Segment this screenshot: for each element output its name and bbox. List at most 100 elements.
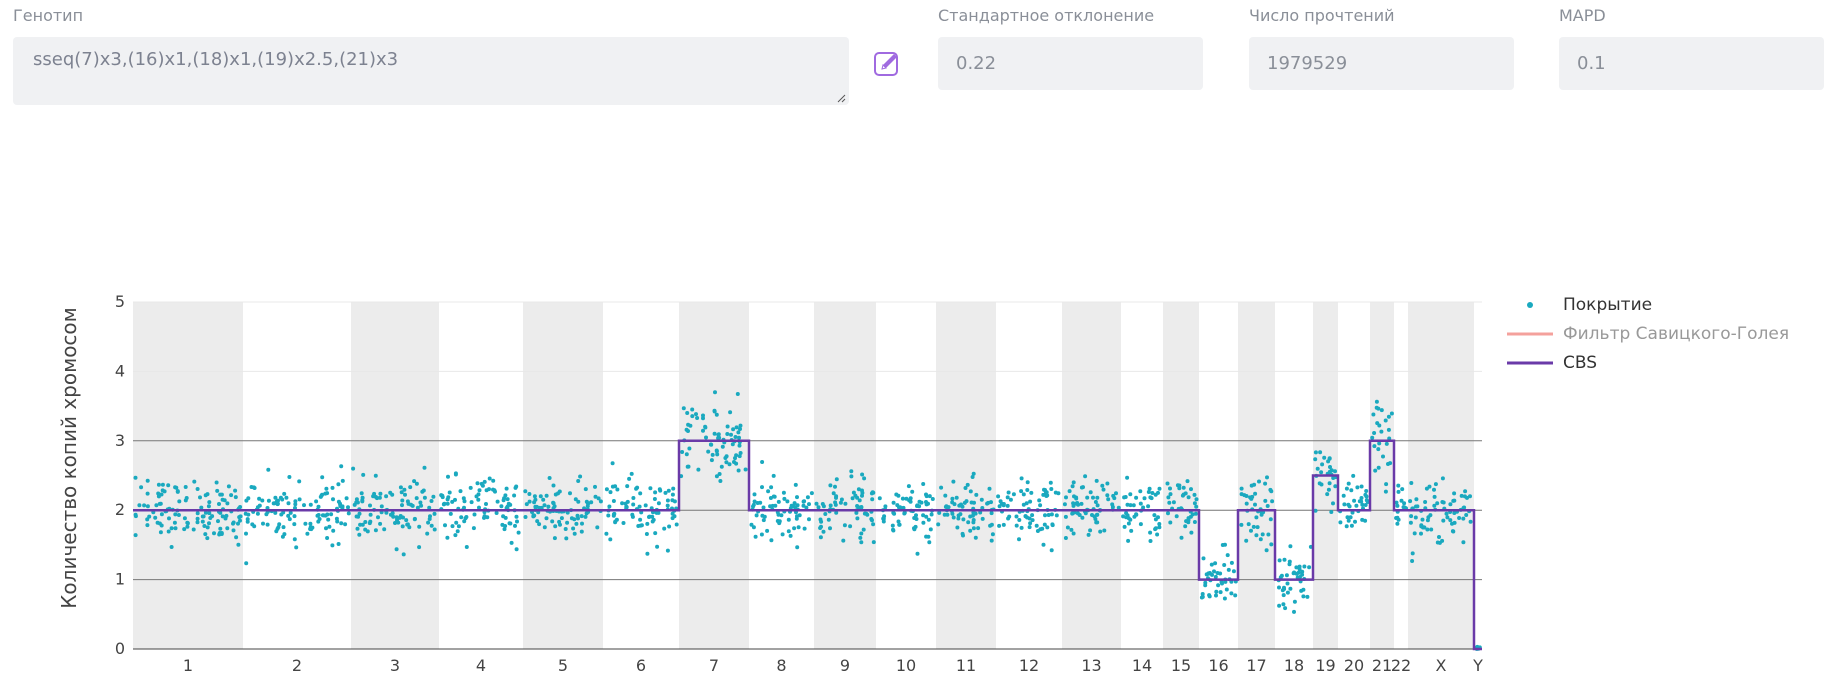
- coverage-point: [1049, 512, 1054, 517]
- coverage-point: [558, 522, 562, 527]
- coverage-point: [447, 490, 452, 495]
- coverage-point: [1046, 513, 1051, 517]
- chromosome-band: [523, 302, 603, 649]
- coverage-point: [323, 491, 328, 496]
- coverage-point: [1225, 553, 1230, 558]
- legend-item-coverage[interactable]: Покрытие: [1505, 290, 1789, 319]
- coverage-point: [371, 494, 376, 499]
- coverage-point: [1413, 515, 1418, 520]
- coverage-point: [293, 502, 298, 507]
- x-tick-label: 14: [1132, 656, 1152, 675]
- coverage-point: [327, 524, 332, 529]
- coverage-point: [686, 464, 691, 469]
- coverage-point: [988, 523, 993, 528]
- coverage-point: [1128, 492, 1133, 497]
- coverage-point: [919, 500, 924, 505]
- coverage-point: [1412, 531, 1417, 536]
- coverage-point: [870, 497, 875, 502]
- coverage-point: [427, 517, 432, 521]
- coverage-point: [1344, 486, 1349, 491]
- coverage-point: [737, 454, 742, 459]
- coverage-point: [989, 511, 994, 516]
- coverage-point: [1116, 505, 1121, 510]
- coverage-point: [539, 505, 544, 510]
- coverage-point: [929, 512, 934, 517]
- coverage-point: [1285, 590, 1290, 595]
- coverage-point: [890, 523, 895, 528]
- coverage-point: [753, 534, 758, 539]
- coverage-point: [393, 521, 397, 525]
- coverage-point: [541, 497, 546, 502]
- coverage-point: [378, 491, 383, 496]
- coverage-point: [205, 536, 210, 541]
- coverage-point: [1376, 447, 1381, 452]
- coverage-point: [1147, 486, 1152, 491]
- coverage-point: [1349, 523, 1354, 528]
- coverage-point: [415, 505, 420, 510]
- coverage-point: [1005, 503, 1010, 508]
- reads-field[interactable]: 1979529: [1249, 37, 1514, 90]
- coverage-point: [1131, 503, 1136, 508]
- coverage-point: [1468, 519, 1473, 524]
- coverage-point: [1153, 517, 1158, 522]
- coverage-point: [604, 531, 609, 536]
- coverage-point: [133, 533, 138, 538]
- coverage-point: [718, 479, 723, 483]
- coverage-point: [1124, 515, 1129, 520]
- coverage-point: [1350, 510, 1355, 515]
- legend-item-cbs[interactable]: CBS: [1505, 348, 1789, 377]
- coverage-point: [1265, 475, 1269, 480]
- coverage-point: [788, 533, 793, 538]
- coverage-point: [979, 497, 984, 502]
- coverage-point: [1042, 522, 1047, 527]
- coverage-point: [1410, 551, 1415, 556]
- coverage-point: [859, 531, 864, 536]
- coverage-point: [1410, 559, 1415, 563]
- coverage-point: [1019, 489, 1024, 494]
- coverage-point: [244, 561, 249, 566]
- coverage-point: [1305, 594, 1310, 599]
- coverage-point: [429, 499, 434, 503]
- legend-item-savgol[interactable]: Фильтр Савицкого-Голея: [1505, 319, 1789, 348]
- coverage-point: [1095, 495, 1100, 500]
- coverage-point: [631, 496, 636, 500]
- resize-grip-icon[interactable]: [836, 93, 846, 103]
- legend-label-coverage: Покрытие: [1563, 294, 1653, 315]
- coverage-point: [904, 496, 909, 501]
- coverage-point: [308, 502, 313, 507]
- coverage-point: [703, 424, 708, 429]
- coverage-point: [145, 517, 150, 522]
- coverage-point: [166, 483, 171, 488]
- coverage-point: [292, 522, 297, 527]
- coverage-point: [902, 510, 907, 515]
- coverage-point: [930, 497, 935, 501]
- coverage-point: [976, 526, 981, 531]
- mapd-field[interactable]: 0.1: [1559, 37, 1824, 90]
- coverage-point: [422, 465, 427, 470]
- coverage-point: [330, 543, 335, 548]
- coverage-point: [160, 482, 165, 487]
- coverage-point: [1148, 530, 1153, 535]
- coverage-point: [509, 540, 514, 545]
- coverage-point: [638, 491, 643, 496]
- coverage-point: [1019, 525, 1024, 530]
- coverage-point: [355, 526, 360, 531]
- coverage-point: [1028, 499, 1033, 504]
- coverage-point: [1409, 481, 1414, 485]
- std-field[interactable]: 0.22: [938, 37, 1203, 90]
- coverage-point: [266, 467, 271, 472]
- coverage-point: [696, 467, 701, 472]
- coverage-point: [749, 522, 754, 527]
- coverage-point: [701, 413, 705, 418]
- coverage-point: [843, 501, 848, 506]
- coverage-point: [738, 427, 742, 431]
- coverage-point: [398, 485, 403, 490]
- genotype-field[interactable]: sseq(7)x3,(16)x1,(18)x1,(19)x2.5,(21)x3: [13, 37, 849, 105]
- coverage-point: [273, 495, 278, 500]
- coverage-point: [453, 533, 458, 538]
- coverage-point: [280, 534, 285, 539]
- coverage-point: [1028, 521, 1033, 526]
- coverage-point: [1025, 480, 1030, 485]
- pencil-edit-icon[interactable]: [872, 48, 902, 78]
- coverage-point: [1094, 478, 1099, 483]
